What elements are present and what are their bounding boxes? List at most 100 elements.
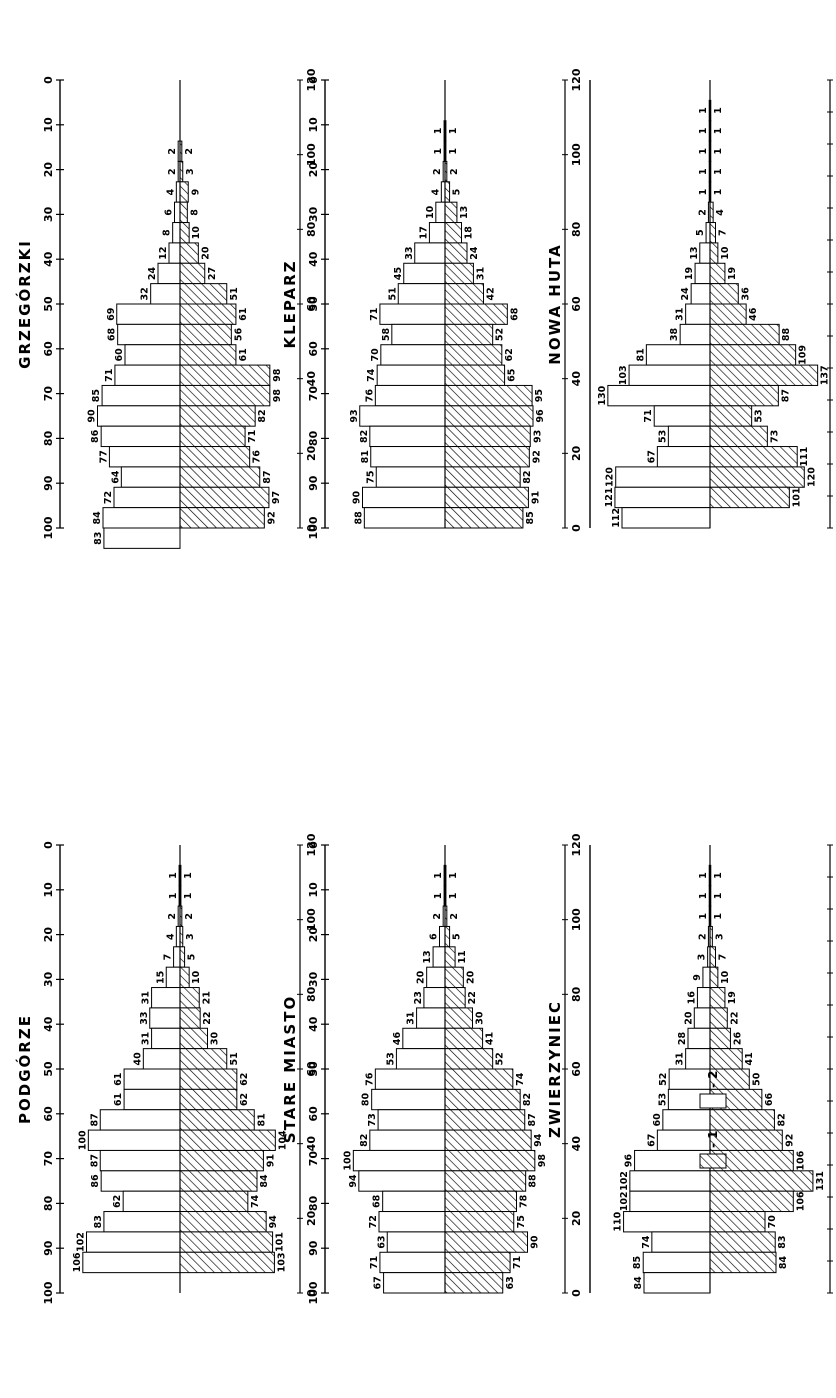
male-value-label: 137 — [820, 365, 831, 385]
male-value-label: 131 — [815, 1171, 826, 1191]
male-bar — [179, 1149, 264, 1172]
male-value-label: 98 — [537, 1154, 548, 1168]
male-value-label: 62 — [239, 1093, 250, 1106]
chart-title: NOWA HUTA — [546, 243, 564, 364]
female-value-label: 96 — [624, 1154, 635, 1168]
chart-title: PODGÓRZE — [15, 1014, 34, 1124]
female-bar — [662, 1109, 711, 1131]
female-bar — [656, 446, 711, 468]
female-bar — [379, 303, 446, 325]
male-value-label: 1 — [713, 189, 724, 196]
male-value-label: 88 — [781, 328, 792, 342]
female-bar — [97, 405, 181, 427]
male-value-label: 1 — [448, 148, 459, 155]
female-value-label: 20 — [683, 1011, 694, 1025]
male-bar — [179, 201, 188, 224]
female-bar — [150, 283, 181, 305]
male-bar — [709, 1170, 814, 1192]
male-bar — [709, 466, 805, 488]
female-bar — [629, 1170, 711, 1192]
pyramid-panel: KLEPARZ100908070605040302010002040608010… — [281, 68, 583, 539]
male-bar — [444, 1088, 521, 1111]
male-bar — [444, 181, 451, 203]
female-bar — [423, 987, 446, 1009]
female-value-label: 1 — [698, 148, 709, 155]
female-bar — [699, 242, 711, 264]
male-value-label: 56 — [233, 328, 244, 342]
male-bar — [444, 242, 468, 264]
count-tick-label: 120 — [305, 68, 318, 91]
male-bar — [179, 283, 228, 305]
female-value-label: 120 — [605, 467, 616, 487]
male-value-label: 74 — [250, 1194, 261, 1208]
female-value-label: 46 — [392, 1031, 403, 1045]
female-bar — [395, 1048, 446, 1070]
male-bar — [709, 364, 819, 386]
male-bar — [709, 486, 790, 509]
female-value-label: 94 — [348, 1174, 359, 1188]
male-value-label: 5 — [452, 933, 463, 940]
age-tick-label: 80 — [307, 1195, 320, 1211]
male-value-label: 106 — [795, 1191, 806, 1211]
male-value-label: 27 — [207, 267, 218, 280]
female-value-label: 81 — [635, 348, 646, 361]
female-value-label: 28 — [677, 1031, 688, 1045]
female-bar — [694, 262, 711, 285]
age-tick-label: 50 — [307, 296, 320, 312]
female-bar — [653, 405, 711, 427]
female-value-label: 23 — [413, 991, 424, 1004]
male-bar — [444, 1007, 473, 1029]
male-value-label: 93 — [532, 430, 543, 443]
female-bar — [679, 323, 711, 346]
male-bar — [179, 966, 190, 989]
male-bar — [179, 405, 256, 427]
count-tick-label: 100 — [570, 143, 583, 166]
female-value-label: 74 — [366, 368, 377, 382]
female-bar — [370, 446, 446, 468]
chart-title: STARE MIASTO — [281, 995, 299, 1143]
female-bar — [378, 1211, 446, 1233]
male-value-label: 7 — [718, 954, 729, 961]
female-value-label: 10 — [425, 205, 436, 219]
female-value-label: 106 — [72, 1252, 83, 1272]
male-value-label: 91 — [530, 491, 541, 504]
female-bar — [358, 1170, 446, 1192]
female-value-label: 1 — [168, 893, 179, 900]
female-bar — [151, 987, 181, 1009]
male-value-label: 10 — [720, 246, 731, 260]
female-value-label: 68 — [107, 328, 118, 342]
male-value-label: 51 — [229, 1052, 240, 1065]
female-value-label: 9 — [692, 974, 703, 981]
male-value-label: 21 — [201, 991, 212, 1004]
male-bar — [444, 303, 508, 325]
male-bar — [709, 344, 797, 366]
count-tick-label: 20 — [570, 445, 583, 461]
age-tick-label: 30 — [307, 971, 320, 987]
male-value-label: 88 — [528, 1174, 539, 1188]
age-tick-label: 40 — [307, 1016, 320, 1032]
female-value-label: 1 — [433, 128, 444, 135]
female-bar — [120, 466, 181, 488]
age-tick-label: 80 — [307, 430, 320, 446]
pyramid-panel: NOWA HUTA1401201008060402002040608010012… — [546, 68, 836, 539]
female-value-label: 51 — [387, 287, 398, 300]
male-value-label: 98 — [272, 368, 283, 382]
female-bar — [386, 1231, 446, 1253]
female-value-label: 24 — [680, 287, 691, 301]
age-tick-label: 20 — [307, 162, 320, 178]
male-value-label: 1 — [713, 107, 724, 114]
female-value-label: 100 — [77, 1130, 88, 1150]
female-value-label: 2 — [167, 168, 178, 175]
male-bar — [179, 446, 251, 468]
female-value-label: 67 — [646, 1134, 657, 1147]
count-tick-label: 100 — [305, 908, 318, 931]
female-value-label: 24 — [147, 266, 158, 280]
female-value-label: 1 — [433, 893, 444, 900]
female-bar — [382, 1190, 446, 1213]
male-value-label: 120 — [806, 467, 817, 487]
count-tick-label: 120 — [570, 833, 583, 856]
legend-hatched-swatch — [699, 1153, 727, 1169]
female-value-label: 16 — [686, 991, 697, 1005]
male-value-label: 11 — [457, 950, 468, 963]
